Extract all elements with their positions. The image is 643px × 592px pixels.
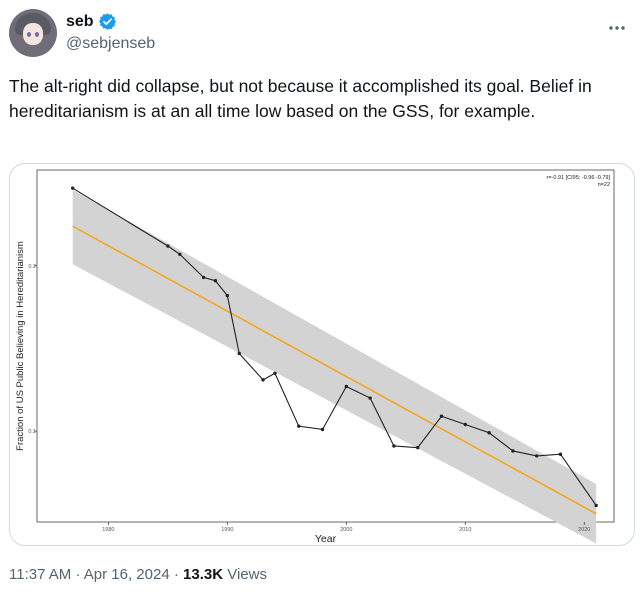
data-point <box>511 449 515 453</box>
x-axis-label: Year <box>315 533 337 545</box>
author-name-row[interactable]: seb <box>66 12 117 31</box>
data-point <box>558 452 563 456</box>
author-name[interactable]: seb <box>66 12 94 30</box>
meta-separator: · <box>75 566 81 583</box>
author-handle[interactable]: @sebjenseb <box>66 35 156 52</box>
data-point <box>237 351 241 356</box>
data-point <box>320 427 325 432</box>
y-axis-label: Fraction of US Public Believing in Hered… <box>15 241 26 451</box>
y-tick-label: 0.2 <box>28 264 36 270</box>
chart-image[interactable]: 1980 1990 2000 2010 2020 0.1 0.2 Year Fraction o… <box>9 163 635 546</box>
chart-annotation: n=22 <box>598 182 610 188</box>
more-horizontal-icon[interactable] <box>606 17 628 39</box>
x-tick-label: 2000 <box>340 527 352 533</box>
tweet-text: The alt-right did collapse, but not beca… <box>9 76 592 121</box>
data-point <box>225 293 230 298</box>
chart-annotation: r=-0.91 [CI95: -0.96 -0.79] <box>547 175 611 181</box>
verified-badge-icon <box>98 12 117 31</box>
data-point <box>297 424 301 428</box>
x-tick-label: 1990 <box>221 527 233 533</box>
regression-line <box>72 225 597 515</box>
views-label: Views <box>227 566 267 583</box>
data-point <box>487 431 491 435</box>
tweet-meta: 11:37 AM · Apr 16, 2024 · 13.3K Views <box>9 566 267 583</box>
data-point <box>534 454 539 458</box>
data-point <box>368 396 372 400</box>
x-tick-label: 1980 <box>102 527 114 533</box>
x-tick-label: 2020 <box>578 527 590 533</box>
post-date[interactable]: Apr 16, 2024 <box>83 566 170 583</box>
chart-svg: 1980 1990 2000 2010 2020 0.1 0.2 Year Fraction o… <box>15 169 615 545</box>
data-point <box>439 414 444 418</box>
data-point <box>261 378 265 382</box>
data-point <box>178 252 182 256</box>
meta-separator: · <box>173 566 179 583</box>
data-point <box>213 279 218 283</box>
data-point <box>416 445 420 450</box>
data-point <box>273 371 277 375</box>
post-time[interactable]: 11:37 AM <box>9 566 72 583</box>
x-tick-label: 2010 <box>459 527 471 533</box>
views-count: 13.3K <box>183 566 224 583</box>
data-point <box>70 186 75 190</box>
tweet-header: seb @sebjenseb <box>9 9 634 57</box>
data-point <box>201 275 206 280</box>
data-point <box>344 384 349 389</box>
data-point <box>392 444 396 448</box>
data-point <box>594 503 598 508</box>
y-tick-label: 0.1 <box>28 429 36 435</box>
avatar[interactable] <box>9 9 57 57</box>
series-line <box>72 187 597 506</box>
data-point <box>463 422 467 427</box>
data-point <box>166 244 170 248</box>
